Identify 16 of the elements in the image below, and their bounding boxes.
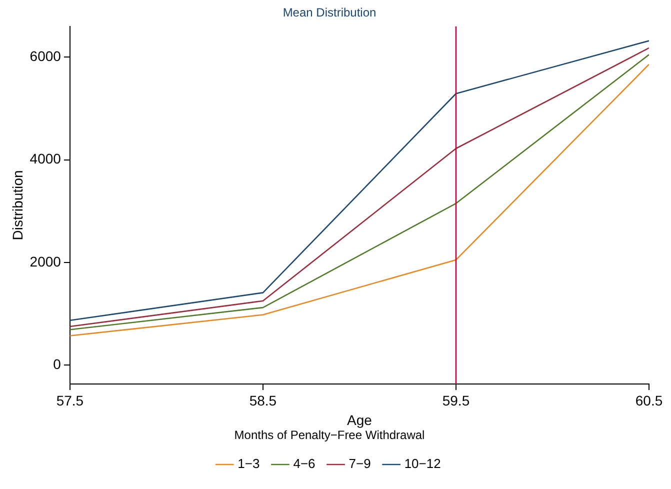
- legend-label: 10−12: [404, 456, 441, 472]
- y-axis-title: Distribution: [9, 170, 26, 240]
- y-tick-label: 2000: [30, 253, 62, 270]
- legend-title: Months of Penalty−Free Withdrawal: [234, 428, 425, 442]
- x-tick-label: 59.5: [442, 392, 470, 408]
- y-tick-label: 6000: [30, 48, 62, 64]
- x-tick-label: 57.5: [56, 392, 84, 408]
- x-axis-title: Age: [347, 412, 372, 428]
- legend-label: 7−9: [348, 456, 371, 472]
- y-tick-label: 4000: [30, 150, 62, 167]
- legend-label: 1−3: [238, 456, 260, 472]
- chart-title: Mean Distribution: [282, 6, 376, 20]
- y-tick-label: 0: [53, 356, 62, 372]
- legend-label: 4−6: [293, 456, 316, 472]
- x-tick-label: 60.5: [635, 392, 663, 408]
- x-tick-label: 58.5: [249, 392, 277, 408]
